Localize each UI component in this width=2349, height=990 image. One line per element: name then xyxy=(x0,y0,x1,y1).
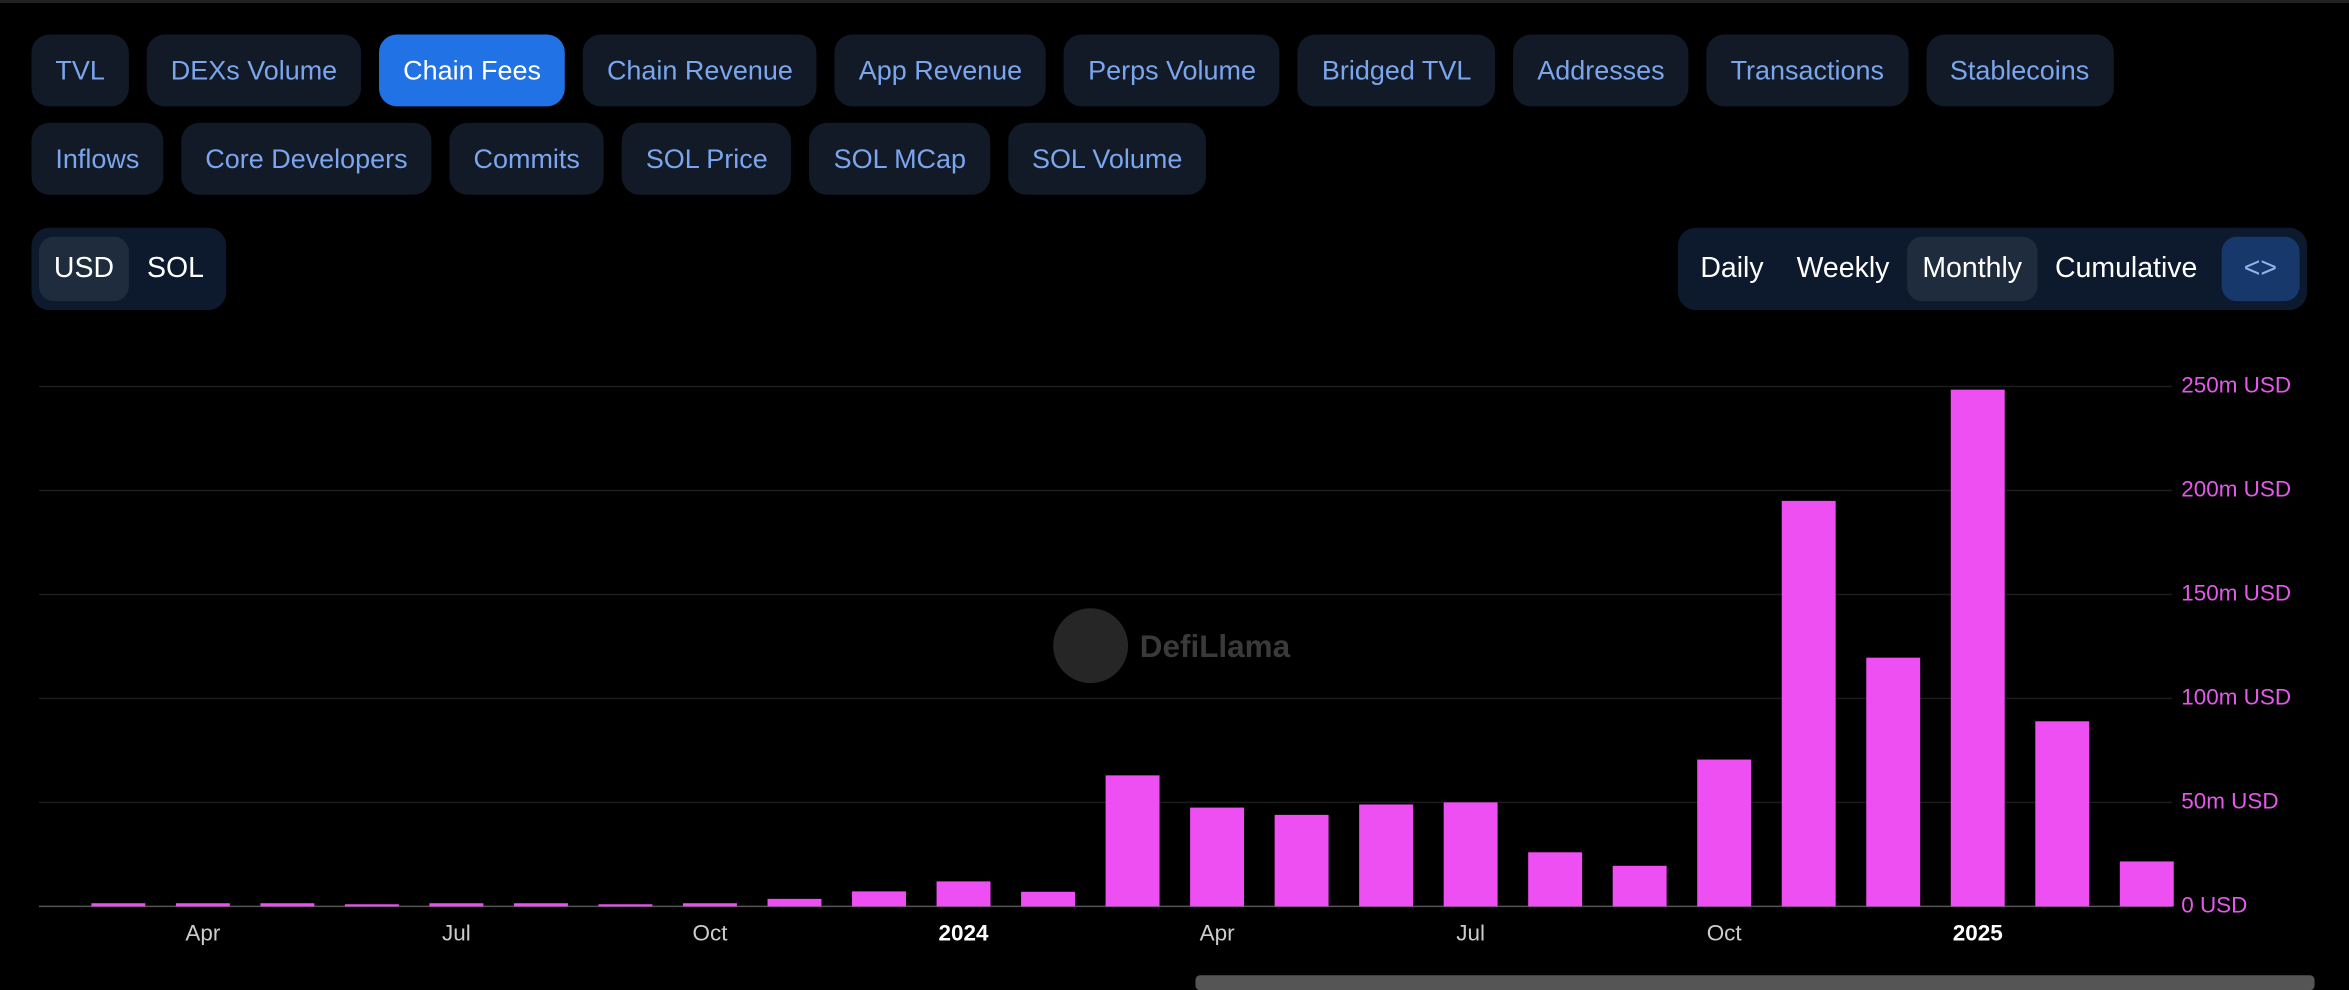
bar xyxy=(1274,814,1329,907)
tab[interactable]: Chain Fees xyxy=(379,34,565,107)
y-tick-label: 200m USD xyxy=(2181,476,2291,501)
denomination-option[interactable]: USD xyxy=(38,236,130,302)
bar xyxy=(1697,759,1752,907)
tab[interactable]: Bridged TVL xyxy=(1297,34,1496,107)
denomination-toggle: USD SOL xyxy=(31,227,227,311)
x-tick-label: 2024 xyxy=(939,921,989,946)
bar xyxy=(1781,500,1836,907)
y-tick-label: 150m USD xyxy=(2181,580,2291,605)
bar xyxy=(1528,852,1583,907)
x-tick-label: 2025 xyxy=(1953,921,2003,946)
bar xyxy=(2119,861,2174,907)
bar xyxy=(1021,891,1076,907)
bar xyxy=(1190,807,1245,907)
period-option[interactable]: Weekly xyxy=(1796,253,1890,285)
chart: DefiLlama 0 USD 50m USD 100m USD 150m USD 20… xyxy=(38,372,2291,946)
x-tick-label: Apr xyxy=(185,921,220,946)
tab[interactable]: SOL Price xyxy=(621,122,792,195)
bar xyxy=(1443,802,1498,907)
bar xyxy=(91,903,146,907)
y-tick-label: 0 USD xyxy=(2181,892,2247,917)
bar xyxy=(344,904,399,907)
x-tick-label: Oct xyxy=(1707,921,1743,946)
bar xyxy=(513,903,568,907)
embed-button[interactable]: <> xyxy=(2221,236,2300,302)
bar xyxy=(1359,804,1414,907)
tab[interactable]: App Revenue xyxy=(834,34,1047,107)
tab[interactable]: Transactions xyxy=(1706,34,1908,107)
tab[interactable]: Commits xyxy=(449,122,604,195)
bar xyxy=(598,904,653,907)
bar xyxy=(429,903,484,907)
x-tick-label: Apr xyxy=(1200,921,1235,946)
period-option[interactable]: Daily xyxy=(1700,253,1764,285)
tab[interactable]: Addresses xyxy=(1513,34,1689,107)
tab[interactable]: SOL MCap xyxy=(809,122,991,195)
tab[interactable]: Core Developers xyxy=(181,122,432,195)
x-tick-label: Oct xyxy=(692,921,728,946)
scrollbar[interactable] xyxy=(1195,975,2315,990)
bar xyxy=(1950,389,2005,907)
tab[interactable]: TVL xyxy=(31,34,129,107)
bar xyxy=(1105,775,1160,907)
x-tick-label: Jul xyxy=(1456,921,1485,946)
tab[interactable]: Stablecoins xyxy=(1925,34,2114,107)
bar xyxy=(1866,657,1921,907)
tab[interactable]: SOL Volume xyxy=(1007,122,1207,195)
period-option[interactable]: Cumulative xyxy=(2054,253,2198,285)
tab[interactable]: DEXs Volume xyxy=(146,34,362,107)
watermark: DefiLlama xyxy=(1140,629,1291,664)
denomination-option[interactable]: SOL xyxy=(147,253,204,285)
y-tick-label: 100m USD xyxy=(2181,684,2291,709)
tab-row: Inflows Core Developers Commits SOL Price SO… xyxy=(31,122,1207,195)
tab-row: TVL DEXs Volume Chain Fees Chain Revenue App… xyxy=(31,34,2114,107)
period-toggle: Daily Weekly Monthly Cumulative <> xyxy=(1677,227,2308,311)
bar xyxy=(1612,865,1667,907)
tab[interactable]: Inflows xyxy=(31,122,164,195)
tab[interactable]: Chain Revenue xyxy=(582,34,817,107)
bar xyxy=(2035,721,2090,907)
bar xyxy=(852,891,906,907)
bar xyxy=(683,903,737,907)
x-tick-label: Jul xyxy=(442,921,471,946)
tab[interactable]: Perps Volume xyxy=(1064,34,1280,107)
bar xyxy=(767,898,822,907)
bar xyxy=(175,903,230,907)
y-tick-label: 250m USD xyxy=(2181,372,2291,397)
watermark-logo xyxy=(1053,608,1129,684)
bar xyxy=(260,903,315,907)
period-option[interactable]: Monthly xyxy=(1907,236,2037,302)
bar xyxy=(936,881,991,907)
y-tick-label: 50m USD xyxy=(2181,788,2278,813)
